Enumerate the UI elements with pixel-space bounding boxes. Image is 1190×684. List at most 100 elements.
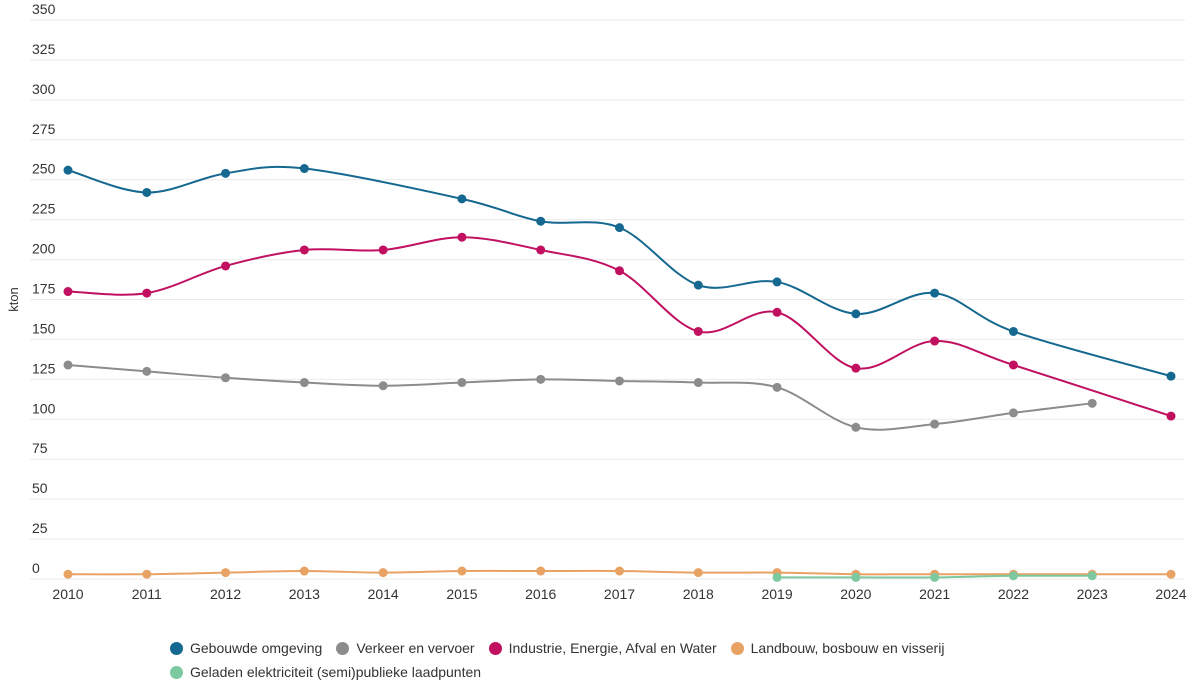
data-point[interactable] xyxy=(221,373,231,383)
legend-label: Landbouw, bosbouw en visserij xyxy=(750,640,945,656)
legend-swatch xyxy=(488,641,502,655)
data-point[interactable] xyxy=(1008,571,1018,581)
data-point[interactable] xyxy=(772,307,782,317)
data-point[interactable] xyxy=(378,568,388,578)
data-point[interactable] xyxy=(930,419,940,429)
x-tick-label: 2024 xyxy=(1155,586,1186,602)
legend-item[interactable]: Geladen elektriciteit (semi)publieke laa… xyxy=(170,664,481,680)
data-point[interactable] xyxy=(457,194,467,204)
legend-swatch xyxy=(170,641,183,655)
data-point[interactable] xyxy=(221,261,231,271)
data-point[interactable] xyxy=(851,363,861,373)
y-tick-label: 75 xyxy=(32,440,48,456)
legend-label: Verkeer en vervoer xyxy=(356,640,475,656)
legend-item[interactable]: Landbouw, bosbouw en visserij xyxy=(730,640,945,656)
data-point[interactable] xyxy=(142,187,152,197)
data-point[interactable] xyxy=(142,366,152,376)
data-point[interactable] xyxy=(63,165,73,175)
data-point[interactable] xyxy=(693,326,703,336)
data-point[interactable] xyxy=(457,566,467,576)
data-point[interactable] xyxy=(615,266,624,276)
data-point[interactable] xyxy=(772,277,782,287)
legend-swatch xyxy=(336,641,350,655)
x-tick-label: 2011 xyxy=(132,586,162,602)
data-point[interactable] xyxy=(930,288,940,298)
grid-layer xyxy=(30,19,1185,580)
data-point[interactable] xyxy=(378,245,388,255)
data-point[interactable] xyxy=(221,568,231,578)
data-point[interactable] xyxy=(299,164,309,174)
data-point[interactable] xyxy=(1166,371,1176,381)
x-tick-label: 2019 xyxy=(761,586,792,602)
x-tick-label: 2018 xyxy=(683,586,714,602)
data-point[interactable] xyxy=(1008,360,1018,370)
legend-label: Industrie, Energie, Afval en Water xyxy=(508,640,717,656)
data-point[interactable] xyxy=(378,381,388,391)
series-0 xyxy=(63,164,1176,381)
x-tick-label: 2012 xyxy=(210,586,241,602)
data-point[interactable] xyxy=(1087,571,1097,581)
data-point[interactable] xyxy=(615,566,624,576)
data-point[interactable] xyxy=(615,376,624,386)
data-point[interactable] xyxy=(1166,411,1176,421)
x-tick-label: 2021 xyxy=(919,586,950,602)
data-point[interactable] xyxy=(851,422,861,432)
legend: Gebouwde omgeving Verkeer en vervoer Indus… xyxy=(170,636,1070,684)
data-point[interactable] xyxy=(63,287,73,297)
data-point[interactable] xyxy=(536,566,546,576)
data-point[interactable] xyxy=(1166,569,1176,579)
data-point[interactable] xyxy=(772,572,782,582)
x-tick-label: 2013 xyxy=(289,586,320,602)
data-point[interactable] xyxy=(1087,398,1097,408)
y-tick-label: 250 xyxy=(32,161,56,177)
data-point[interactable] xyxy=(299,245,309,255)
data-point[interactable] xyxy=(851,309,861,319)
data-point[interactable] xyxy=(930,572,940,582)
legend-label: Geladen elektriciteit (semi)publieke laa… xyxy=(190,664,482,680)
legend-label: Gebouwde omgeving xyxy=(190,640,323,656)
x-tick-label: 2017 xyxy=(604,586,635,602)
series-line xyxy=(67,236,1172,418)
series-layer xyxy=(63,164,1176,582)
y-tick-label: 125 xyxy=(32,360,56,376)
y-tick-label: 150 xyxy=(32,320,56,336)
x-tick-label: 2014 xyxy=(368,586,399,602)
x-tick-label: 2015 xyxy=(446,586,477,602)
data-point[interactable] xyxy=(615,223,624,233)
legend-item[interactable]: Gebouwde omgeving xyxy=(170,640,322,656)
series-3 xyxy=(63,566,1176,579)
data-point[interactable] xyxy=(772,382,782,392)
y-tick-label: 175 xyxy=(32,281,56,297)
x-tick-label: 2016 xyxy=(525,586,556,602)
legend-swatch xyxy=(170,665,183,679)
legend-row: Gebouwde omgeving Verkeer en vervoer Indus… xyxy=(170,636,1070,660)
series-4 xyxy=(772,571,1097,582)
data-point[interactable] xyxy=(457,378,467,388)
data-point[interactable] xyxy=(851,572,861,582)
data-point[interactable] xyxy=(457,232,467,242)
legend-item[interactable]: Industrie, Energie, Afval en Water xyxy=(488,640,717,656)
data-point[interactable] xyxy=(536,245,546,255)
data-point[interactable] xyxy=(63,360,73,370)
legend-item[interactable]: Verkeer en vervoer xyxy=(336,640,475,656)
line-chart: 0 25 50 75 100 125 150 175 200 225 250 275 300 325 350… xyxy=(6,1,1187,602)
data-point[interactable] xyxy=(299,378,309,388)
data-point[interactable] xyxy=(63,569,73,579)
data-point[interactable] xyxy=(142,569,152,579)
data-point[interactable] xyxy=(142,288,152,298)
y-tick-label: 300 xyxy=(32,81,56,97)
data-point[interactable] xyxy=(221,168,231,178)
y-tick-label: 225 xyxy=(32,201,56,217)
data-point[interactable] xyxy=(693,280,703,290)
data-point[interactable] xyxy=(536,374,546,384)
data-point[interactable] xyxy=(1008,326,1018,336)
y-tick-label: 350 xyxy=(32,1,56,17)
data-point[interactable] xyxy=(299,566,309,576)
data-point[interactable] xyxy=(693,378,703,388)
data-point[interactable] xyxy=(693,568,703,578)
x-tick-label: 2022 xyxy=(998,586,1029,602)
data-point[interactable] xyxy=(1008,408,1018,418)
data-point[interactable] xyxy=(930,336,940,346)
data-point[interactable] xyxy=(536,216,546,226)
